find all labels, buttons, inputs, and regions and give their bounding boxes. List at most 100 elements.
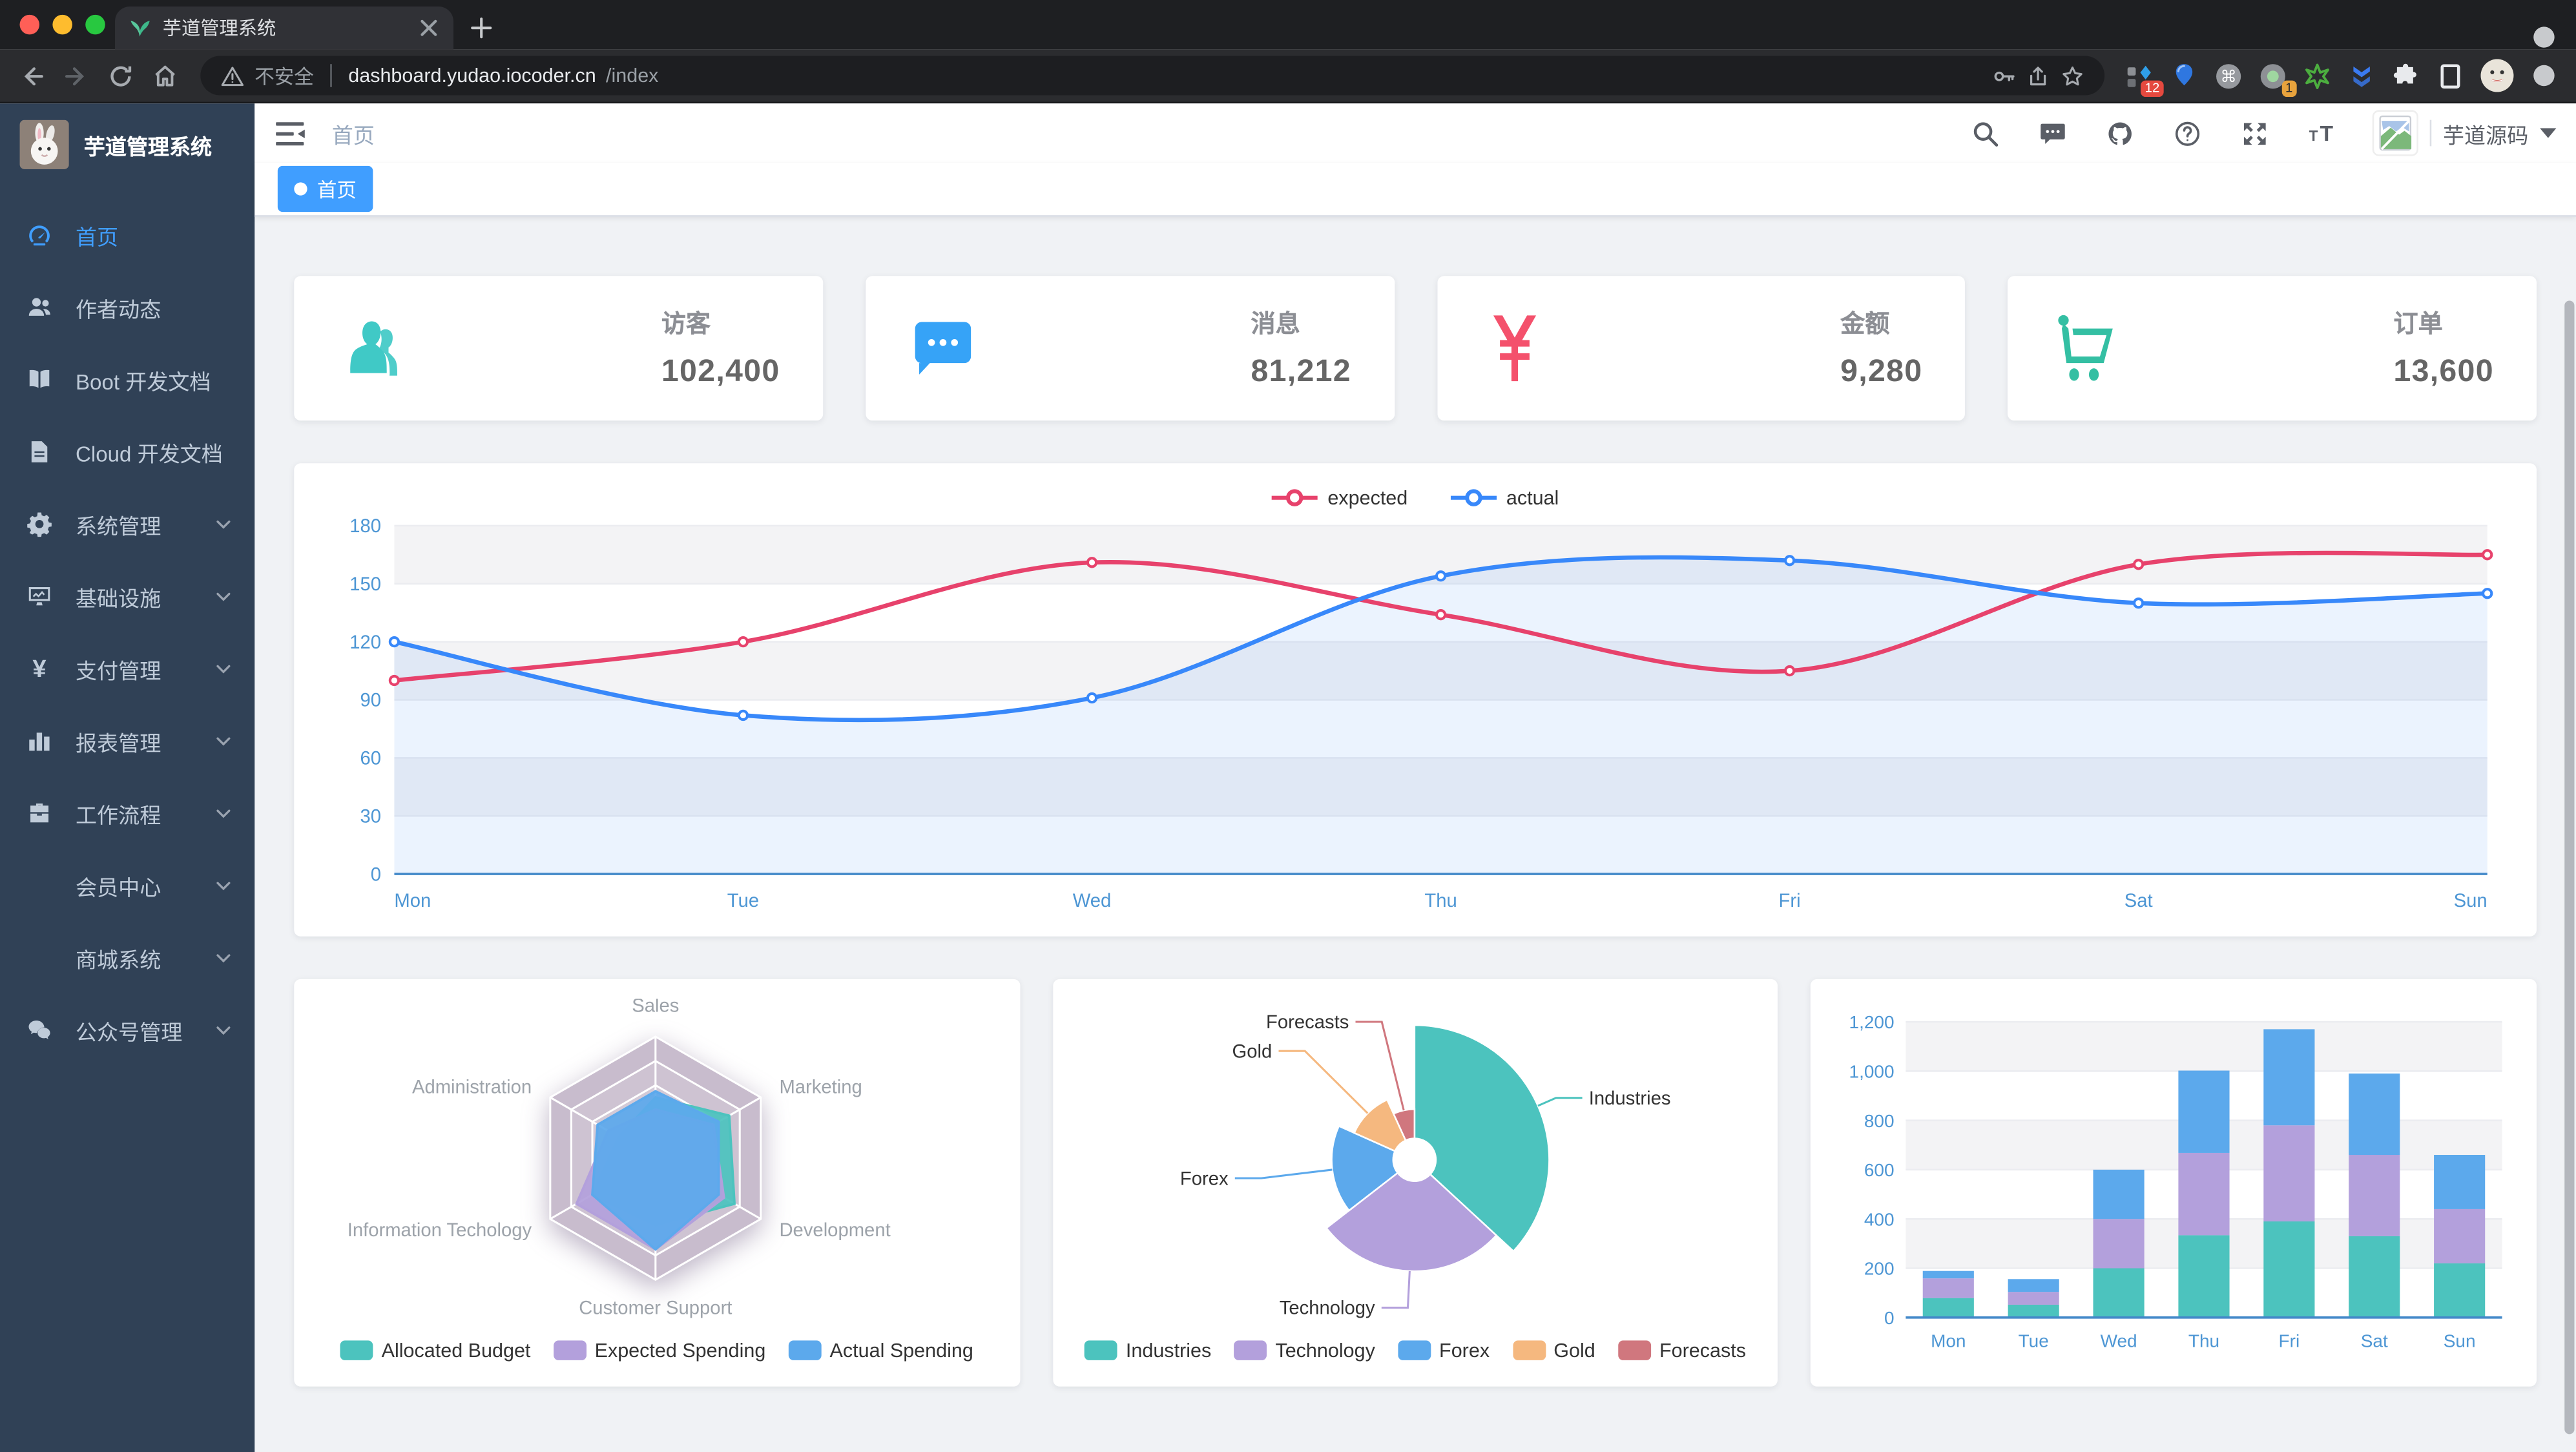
svg-text:Sat: Sat [2362,1331,2389,1351]
sidebar-toggle-icon[interactable] [275,119,306,147]
extension-star-icon[interactable] [2303,61,2331,89]
chrome-menu-icon[interactable] [2530,26,2558,125]
share-icon[interactable] [2026,63,2050,88]
sidebar-item-system[interactable]: 系统管理 [0,488,254,560]
svg-text:Wed: Wed [1073,891,1112,911]
document-icon [26,439,53,465]
reload-icon[interactable] [102,57,140,94]
divider [2429,119,2432,147]
extension-grid-icon[interactable]: 12 [2126,61,2164,96]
legend-item-expected-spending[interactable]: Expected Spending [554,1339,765,1362]
svg-text:Mon: Mon [1931,1331,1966,1351]
svg-text:Thu: Thu [2189,1331,2220,1351]
stat-card-visitors[interactable]: 访客 102,400 [294,276,823,421]
legend-item-gold[interactable]: Gold [1512,1339,1595,1362]
svg-text:Wed: Wed [2101,1331,2137,1351]
stat-value: 81,212 [1251,355,1351,389]
forward-icon[interactable] [57,57,95,94]
sidebar-logo[interactable]: 芋道管理系统 [0,103,254,185]
tag-dot [294,182,307,196]
page-scrollbar[interactable] [2564,300,2575,1435]
legend-item-allocated-budget[interactable]: Allocated Budget [340,1339,530,1362]
window-maximize-button[interactable] [85,14,105,35]
new-tab-button[interactable] [470,16,493,39]
sidebar-item-pay[interactable]: ¥ 支付管理 [0,632,254,705]
no-icon [26,944,53,971]
chevron-down-icon [214,948,234,968]
chevron-down-icon [214,514,234,534]
sidebar-item-mall[interactable]: 商城系统 [0,922,254,994]
browser-tab[interactable]: 芋道管理系统 [115,6,453,50]
tab-close-icon[interactable] [417,16,441,39]
sidebar-item-label: 系统管理 [75,513,161,538]
security-warning-icon[interactable] [220,63,245,88]
home-icon[interactable] [146,57,183,94]
bar-chart[interactable]: Mon Tue Wed Thu Fri Sat Sun 0 200 400 600 800 1,000 1… [1831,999,2516,1360]
search-icon[interactable] [1971,119,1999,147]
sidebar-item-boot-doc[interactable]: Boot 开发文档 [0,344,254,416]
bar-chart-icon [26,728,53,754]
pie-chart[interactable]: Industries Technology Forex Gold Forecasts [1072,999,1758,1321]
stat-title: 订单 [2393,310,2443,338]
sidebar-item-home[interactable]: 首页 [0,199,254,271]
line-chart[interactable]: 0 30 60 90 120 150 180 Mon Tue Wed Thu Fri Sat Sun [320,516,2510,920]
window-minimize-button[interactable] [52,14,72,35]
sidebar-item-infra[interactable]: 基础设施 [0,560,254,632]
sidebar-item-member[interactable]: 会员中心 [0,849,254,922]
stat-card-amount[interactable]: 金额 9,280 [1437,276,1966,421]
back-icon[interactable] [13,57,50,94]
extension-circle-icon[interactable]: 1 [2259,61,2297,96]
legend-item-expected[interactable]: expected [1271,486,1407,509]
gear-icon [26,511,53,537]
bottom-charts-row: Sales Marketing Development Customer Suppor… [294,979,2537,1387]
radar-chart[interactable]: Sales Marketing Development Customer Suppor… [314,996,999,1321]
extensions-puzzle-icon[interactable] [2392,61,2420,89]
reading-list-icon[interactable] [2436,61,2464,89]
legend-item-forecasts[interactable]: Forecasts [1618,1339,1746,1362]
legend-item-actual-spending[interactable]: Actual Spending [788,1339,973,1362]
extension-command-icon[interactable]: ⌘ [2215,61,2243,89]
window-close-button[interactable] [19,14,40,35]
sidebar-item-report[interactable]: 报表管理 [0,705,254,777]
svg-text:180: 180 [349,516,381,537]
stat-card-messages[interactable]: 消息 81,212 [865,276,1395,421]
github-icon[interactable] [2106,119,2134,147]
legend-item-industries[interactable]: Industries [1085,1339,1211,1362]
sidebar-item-workflow[interactable]: 工作流程 [0,777,254,849]
sidebar-item-author[interactable]: 作者动态 [0,271,254,344]
svg-text:T: T [2320,121,2333,145]
sidebar-item-cloud-doc[interactable]: Cloud 开发文档 [0,415,254,488]
svg-text:Fri: Fri [2279,1331,2300,1351]
url-bar[interactable]: 不安全 dashboard.yudao.iocoder.cn/index [200,56,2105,96]
svg-text:Customer Support: Customer Support [579,1298,732,1319]
url-path: /index [605,64,659,87]
message-icon[interactable] [2039,119,2066,147]
stat-title: 金额 [1840,310,1890,338]
chrome-profile-avatar[interactable] [2480,59,2514,92]
svg-text:120: 120 [349,632,381,653]
legend-item-forex[interactable]: Forex [1398,1339,1490,1362]
help-icon[interactable] [2174,119,2201,147]
svg-text:Industries: Industries [1588,1088,1670,1109]
caret-down-icon [2540,128,2557,138]
extension-balloon-icon[interactable] [2170,61,2198,89]
svg-text:800: 800 [1865,1111,1895,1131]
tag-home[interactable]: 首页 [277,165,373,213]
user-name: 芋道源码 [2442,122,2529,147]
people-stat-icon [330,307,412,389]
user-dropdown[interactable]: 芋道源码 [2372,110,2557,156]
password-key-icon[interactable] [1991,63,2016,88]
security-label: 不安全 [254,65,314,88]
legend-item-actual[interactable]: actual [1450,486,1559,509]
cart-stat-icon [2044,307,2126,389]
legend-item-technology[interactable]: Technology [1234,1339,1375,1362]
sidebar-item-wechat-mp[interactable]: 公众号管理 [0,994,254,1066]
favicon-plant-icon [128,16,151,39]
svg-text:Tue: Tue [727,891,759,911]
stat-card-orders[interactable]: 订单 13,600 [2008,276,2537,421]
extension-chevrons-icon[interactable] [2348,61,2376,89]
fullscreen-icon[interactable] [2241,119,2269,147]
sidebar-item-label: 支付管理 [75,658,161,683]
bookmark-star-icon[interactable] [2060,63,2084,88]
